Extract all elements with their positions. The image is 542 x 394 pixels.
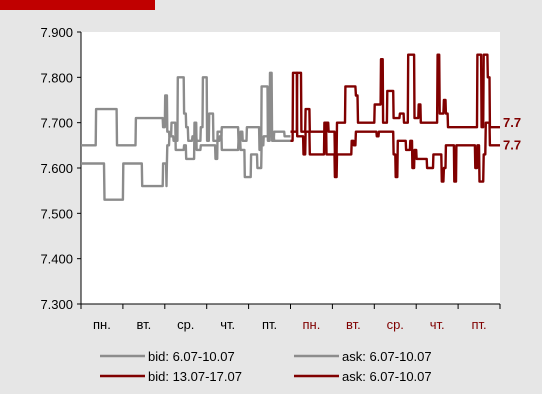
legend-label: bid: 13.07-17.07	[148, 369, 242, 384]
title-bar-fragment	[0, 0, 155, 10]
x-tick-label: чт.	[220, 317, 235, 332]
series-lines	[81, 53, 500, 201]
x-tick-label: пт.	[471, 317, 486, 332]
series-line-4	[290, 53, 500, 156]
x-tick-label: вт.	[136, 317, 151, 332]
end-label: 7.7	[503, 137, 521, 152]
legend-label: ask: 6.07-10.07	[342, 369, 432, 384]
y-tick-label: 7.400	[40, 252, 73, 267]
end-labels: 7.77.7	[503, 115, 521, 152]
x-axis: пн. вт. ср. чт. пт. пн. вт. ср. чт. пт.	[80, 303, 501, 332]
x-tick-label: вт.	[346, 317, 361, 332]
y-tick-label: 7.700	[40, 116, 73, 131]
legend-label: ask: 6.07-10.07	[342, 349, 432, 364]
series-line-2	[81, 71, 291, 152]
y-tick-label: 7.900	[40, 25, 73, 40]
legend: bid: 6.07-10.07 ask: 6.07-10.07 bid: 13.07…	[100, 349, 432, 384]
x-tick-label: пт.	[262, 317, 277, 332]
y-tick-label: 7.500	[40, 206, 73, 221]
legend-label: bid: 6.07-10.07	[148, 349, 235, 364]
x-tick-label: ср.	[177, 317, 194, 332]
x-tick-label: пн.	[93, 317, 111, 332]
y-axis: 7.300 7.400 7.500 7.600 7.700 7.800 7.900	[40, 25, 82, 312]
x-tick-label: чт.	[430, 317, 445, 332]
series-line-3	[290, 71, 500, 183]
y-tick-label: 7.800	[40, 70, 73, 85]
x-tick-label: пн.	[303, 317, 321, 332]
y-tick-label: 7.600	[40, 161, 73, 176]
end-label: 7.7	[503, 115, 521, 130]
y-tick-label: 7.300	[40, 297, 73, 312]
x-tick-label: ср.	[387, 317, 404, 332]
